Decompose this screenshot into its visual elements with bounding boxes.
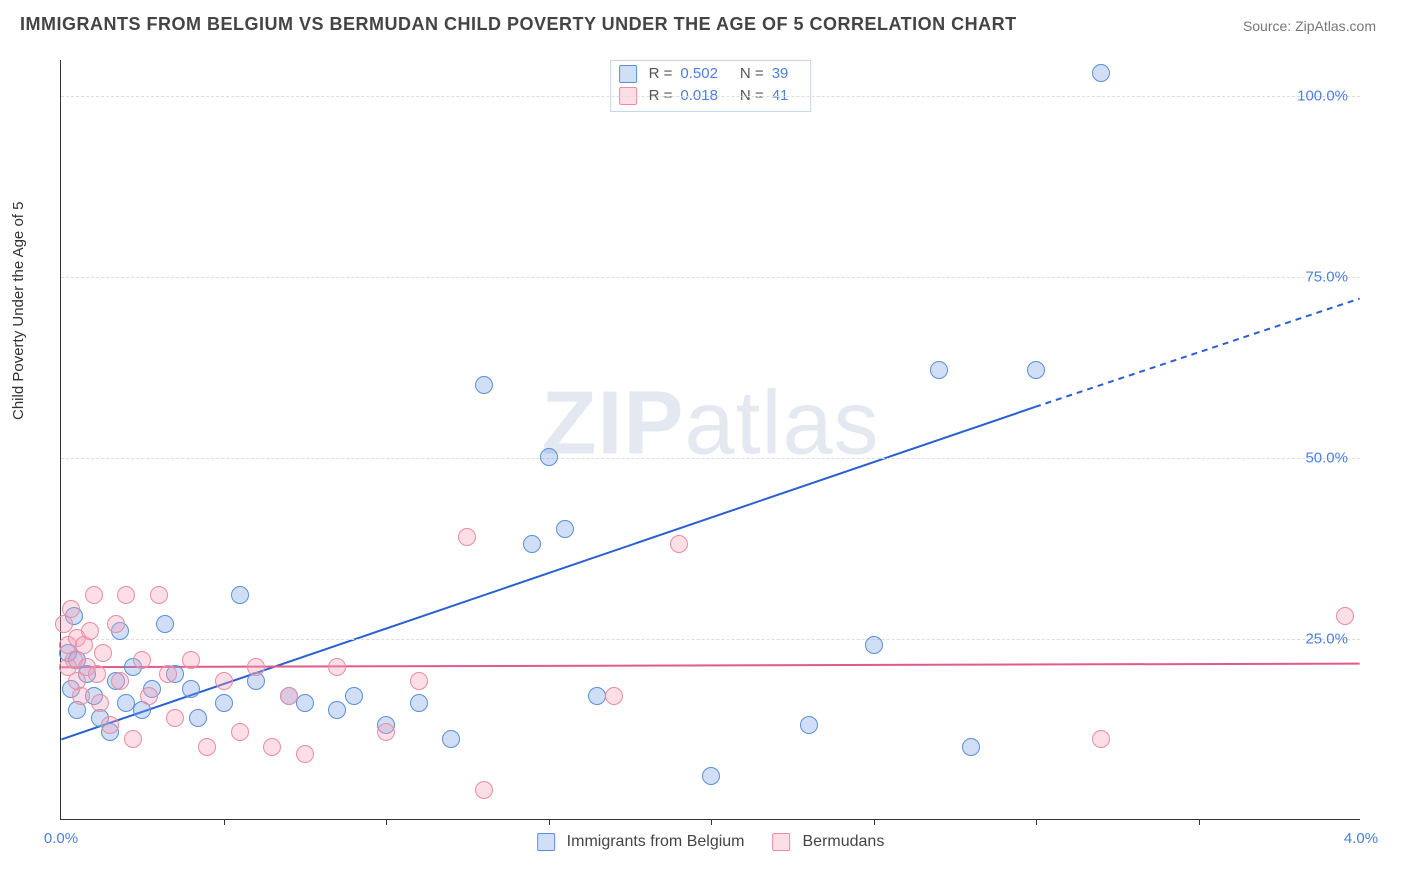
scatter-point: [328, 658, 346, 676]
scatter-point: [1092, 64, 1110, 82]
scatter-point: [410, 694, 428, 712]
scatter-point: [523, 535, 541, 553]
scatter-point: [345, 687, 363, 705]
scatter-point: [1336, 607, 1354, 625]
scatter-point: [182, 651, 200, 669]
bottom-legend: Immigrants from Belgium Bermudans: [537, 833, 885, 851]
r-label: R =: [649, 63, 673, 85]
scatter-point: [166, 709, 184, 727]
scatter-point: [865, 636, 883, 654]
x-tick-mark: [549, 819, 550, 825]
stats-legend: R = 0.502 N = 39 R = 0.018 N = 41: [610, 60, 812, 112]
scatter-point: [62, 600, 80, 618]
plot-area: ZIPatlas R = 0.502 N = 39 R = 0.018 N = …: [60, 60, 1360, 820]
scatter-point: [124, 730, 142, 748]
trend-line-extrapolated: [1035, 299, 1360, 407]
x-tick-mark: [386, 819, 387, 825]
gridline-h: [61, 96, 1360, 97]
scatter-point: [475, 781, 493, 799]
swatch-series-0: [619, 65, 637, 83]
scatter-point: [556, 520, 574, 538]
x-tick-mark: [874, 819, 875, 825]
scatter-point: [475, 376, 493, 394]
scatter-point: [540, 448, 558, 466]
scatter-point: [280, 687, 298, 705]
scatter-point: [458, 528, 476, 546]
n-label: N =: [740, 63, 764, 85]
x-tick-label: 4.0%: [1344, 830, 1378, 847]
x-tick-mark: [1036, 819, 1037, 825]
scatter-point: [296, 745, 314, 763]
gridline-h: [61, 639, 1360, 640]
scatter-point: [101, 716, 119, 734]
scatter-point: [85, 586, 103, 604]
scatter-point: [198, 738, 216, 756]
scatter-point: [94, 644, 112, 662]
y-tick-label: 25.0%: [1305, 631, 1348, 648]
scatter-point: [156, 615, 174, 633]
gridline-h: [61, 458, 1360, 459]
scatter-point: [159, 665, 177, 683]
swatch-icon: [773, 833, 791, 851]
scatter-point: [72, 687, 90, 705]
scatter-point: [117, 586, 135, 604]
scatter-point: [189, 709, 207, 727]
y-tick-label: 100.0%: [1297, 88, 1348, 105]
legend-label-0: Immigrants from Belgium: [567, 833, 745, 851]
scatter-point: [150, 586, 168, 604]
scatter-point: [140, 687, 158, 705]
stats-row-0: R = 0.502 N = 39: [619, 63, 803, 85]
scatter-point: [231, 723, 249, 741]
scatter-point: [962, 738, 980, 756]
x-tick-label: 0.0%: [44, 830, 78, 847]
scatter-point: [296, 694, 314, 712]
scatter-point: [247, 658, 265, 676]
chart-title: IMMIGRANTS FROM BELGIUM VS BERMUDAN CHIL…: [20, 14, 1017, 35]
watermark: ZIPatlas: [541, 373, 879, 476]
scatter-point: [111, 672, 129, 690]
scatter-point: [702, 767, 720, 785]
scatter-point: [88, 665, 106, 683]
scatter-point: [377, 723, 395, 741]
scatter-point: [182, 680, 200, 698]
scatter-point: [133, 651, 151, 669]
swatch-icon: [537, 833, 555, 851]
legend-item-1: Bermudans: [773, 833, 885, 851]
scatter-point: [410, 672, 428, 690]
trend-lines-svg: [61, 60, 1360, 819]
scatter-point: [930, 361, 948, 379]
x-tick-mark: [224, 819, 225, 825]
y-tick-label: 50.0%: [1305, 450, 1348, 467]
scatter-point: [1027, 361, 1045, 379]
source-label: Source: ZipAtlas.com: [1243, 18, 1376, 34]
r-value-0: 0.502: [680, 63, 718, 85]
gridline-h: [61, 277, 1360, 278]
scatter-point: [231, 586, 249, 604]
n-value-0: 39: [772, 63, 789, 85]
scatter-point: [107, 615, 125, 633]
scatter-point: [800, 716, 818, 734]
scatter-point: [215, 672, 233, 690]
scatter-point: [670, 535, 688, 553]
x-tick-mark: [711, 819, 712, 825]
scatter-point: [215, 694, 233, 712]
scatter-point: [1092, 730, 1110, 748]
scatter-point: [81, 622, 99, 640]
scatter-point: [263, 738, 281, 756]
x-tick-mark: [1199, 819, 1200, 825]
scatter-point: [442, 730, 460, 748]
scatter-point: [605, 687, 623, 705]
y-axis-label: Child Poverty Under the Age of 5: [10, 202, 27, 420]
scatter-point: [91, 694, 109, 712]
scatter-point: [328, 701, 346, 719]
legend-label-1: Bermudans: [803, 833, 885, 851]
legend-item-0: Immigrants from Belgium: [537, 833, 745, 851]
y-tick-label: 75.0%: [1305, 269, 1348, 286]
